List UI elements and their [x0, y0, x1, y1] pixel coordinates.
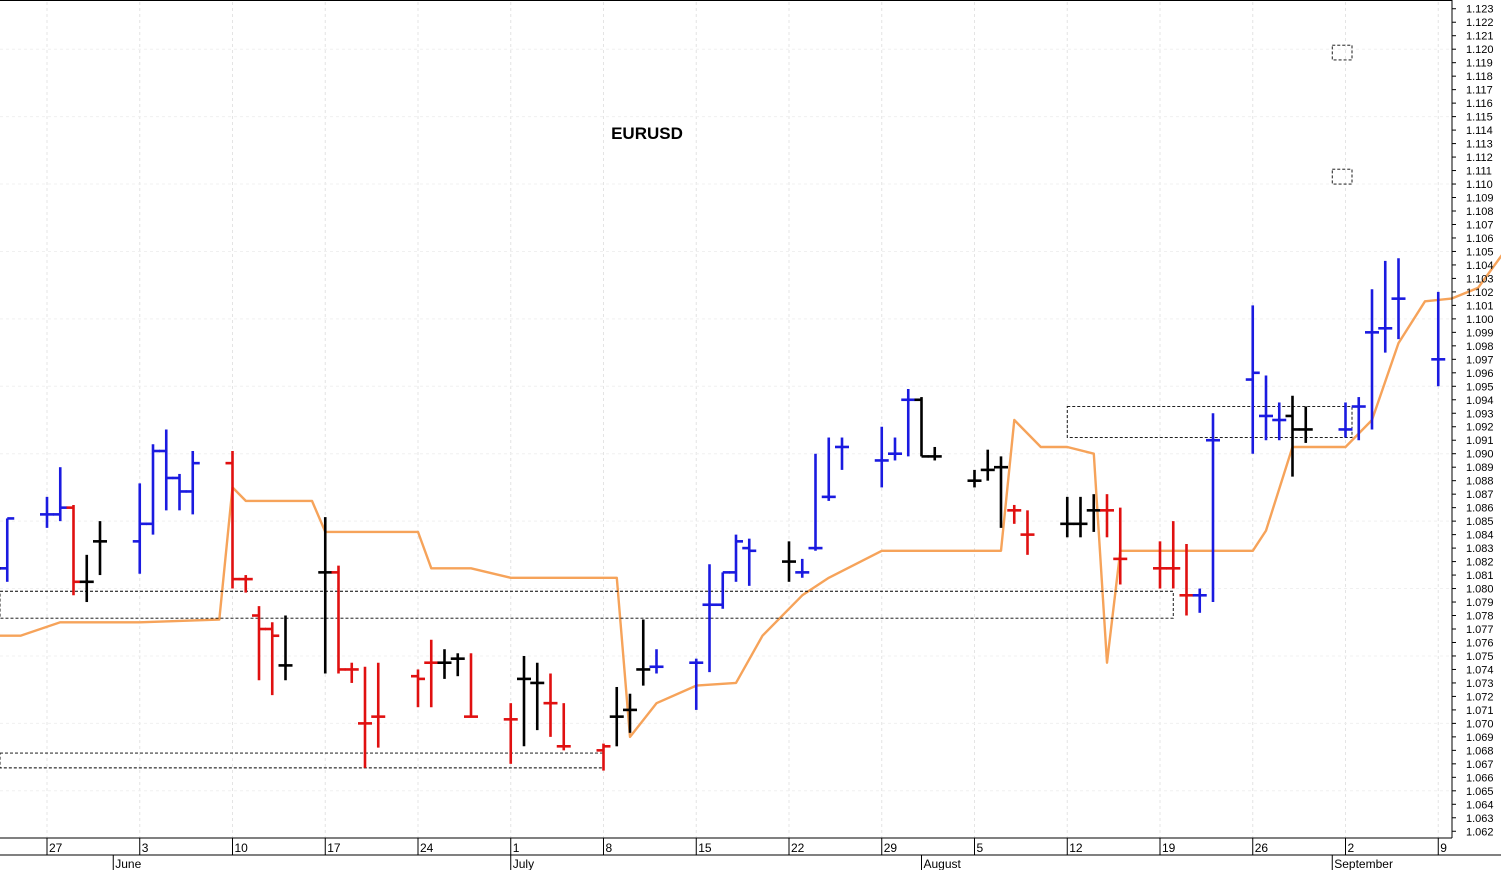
- y-tick-label: 1.100: [1466, 314, 1494, 326]
- y-tick-label: 1.119: [1466, 58, 1493, 70]
- month-label: June: [115, 857, 141, 870]
- price-bars: [0, 258, 1446, 771]
- y-tick-label: 1.067: [1466, 759, 1494, 771]
- y-tick-label: 1.099: [1466, 327, 1494, 339]
- x-tick-label: 1: [513, 841, 520, 855]
- y-tick-label: 1.102: [1466, 287, 1494, 299]
- indicator-line: [0, 254, 1501, 739]
- y-tick-label: 1.095: [1466, 381, 1494, 393]
- x-tick-label: 12: [1069, 841, 1083, 855]
- y-tick-label: 1.118: [1466, 71, 1493, 83]
- y-tick-label: 1.088: [1466, 476, 1494, 488]
- x-tick-label: 3: [142, 841, 149, 855]
- x-tick-label: 9: [1440, 841, 1447, 855]
- y-tick-label: 1.117: [1466, 85, 1493, 97]
- y-tick-label: 1.091: [1466, 435, 1494, 447]
- month-label: September: [1334, 857, 1393, 870]
- y-tick-label: 1.066: [1466, 772, 1494, 784]
- x-tick-label: 10: [235, 841, 249, 855]
- y-tick-label: 1.110: [1466, 179, 1493, 191]
- y-tick-label: 1.092: [1466, 422, 1494, 434]
- y-tick-label: 1.096: [1466, 368, 1494, 380]
- dashed-range-box: [1331, 44, 1353, 61]
- y-tick-label: 1.084: [1466, 530, 1494, 542]
- y-tick-label: 1.094: [1466, 395, 1494, 407]
- x-tick-label: 17: [327, 841, 341, 855]
- month-label: August: [924, 857, 962, 870]
- y-tick-label: 1.105: [1466, 246, 1494, 258]
- y-tick-label: 1.064: [1466, 799, 1494, 811]
- x-tick-label: 22: [791, 841, 805, 855]
- y-tick-label: 1.080: [1466, 584, 1494, 596]
- y-tick-label: 1.065: [1466, 786, 1494, 798]
- y-tick-label: 1.111: [1466, 166, 1492, 178]
- y-tick-label: 1.108: [1466, 206, 1494, 218]
- y-tick-label: 1.075: [1466, 651, 1494, 663]
- y-tick-label: 1.097: [1466, 354, 1494, 366]
- y-tick-label: 1.074: [1466, 664, 1494, 676]
- y-tick-label: 1.115: [1466, 112, 1493, 124]
- y-tick-label: 1.073: [1466, 678, 1494, 690]
- y-tick-label: 1.116: [1466, 98, 1493, 110]
- chart-title: EURUSD: [611, 124, 683, 143]
- y-tick-label: 1.113: [1466, 139, 1493, 151]
- y-tick-label: 1.101: [1466, 300, 1494, 312]
- x-tick-label: 19: [1162, 841, 1176, 855]
- x-tick-label: 5: [977, 841, 984, 855]
- x-tick-label: 29: [884, 841, 898, 855]
- x-tick-label: 2: [1348, 841, 1355, 855]
- y-tick-label: 1.121: [1466, 31, 1494, 43]
- dashed-range-box: [1066, 406, 1353, 438]
- y-tick-label: 1.068: [1466, 745, 1494, 757]
- y-tick-label: 1.106: [1466, 233, 1494, 245]
- y-tick-label: 1.123: [1466, 4, 1494, 16]
- y-tick-label: 1.087: [1466, 489, 1494, 501]
- dashed-range-box: [1331, 168, 1353, 185]
- y-tick-label: 1.122: [1466, 17, 1494, 29]
- x-tick-label: 27: [49, 841, 63, 855]
- y-tick-label: 1.081: [1466, 570, 1494, 582]
- y-tick-label: 1.112: [1466, 152, 1493, 164]
- x-tick-label: 26: [1255, 841, 1269, 855]
- y-tick-label: 1.104: [1466, 260, 1494, 272]
- y-tick-label: 1.063: [1466, 813, 1494, 825]
- y-tick-label: 1.083: [1466, 543, 1494, 555]
- y-tick-label: 1.093: [1466, 408, 1494, 420]
- x-tick-label: 24: [420, 841, 434, 855]
- y-tick-label: 1.114: [1466, 125, 1493, 137]
- month-label: July: [513, 857, 534, 870]
- y-tick-label: 1.076: [1466, 637, 1494, 649]
- dashed-range-box: [0, 590, 1174, 619]
- y-tick-label: 1.107: [1466, 219, 1494, 231]
- y-tick-label: 1.120: [1466, 44, 1494, 56]
- y-tick-label: 1.090: [1466, 449, 1494, 461]
- y-tick-label: 1.098: [1466, 341, 1494, 353]
- y-tick-label: 1.085: [1466, 516, 1494, 528]
- y-tick-label: 1.069: [1466, 732, 1494, 744]
- y-tick-label: 1.070: [1466, 718, 1494, 730]
- y-tick-label: 1.071: [1466, 705, 1494, 717]
- indicator-series-line: [0, 254, 1501, 739]
- y-tick-label: 1.072: [1466, 691, 1494, 703]
- y-tick-label: 1.089: [1466, 462, 1494, 474]
- x-tick-label: 8: [606, 841, 613, 855]
- y-tick-label: 1.103: [1466, 273, 1494, 285]
- y-tick-label: 1.086: [1466, 503, 1494, 515]
- y-tick-label: 1.077: [1466, 624, 1494, 636]
- y-tick-label: 1.062: [1466, 826, 1494, 838]
- y-tick-label: 1.078: [1466, 611, 1494, 623]
- y-tick-label: 1.082: [1466, 557, 1494, 569]
- x-tick-label: 15: [698, 841, 712, 855]
- y-tick-label: 1.079: [1466, 597, 1494, 609]
- y-tick-label: 1.109: [1466, 193, 1494, 205]
